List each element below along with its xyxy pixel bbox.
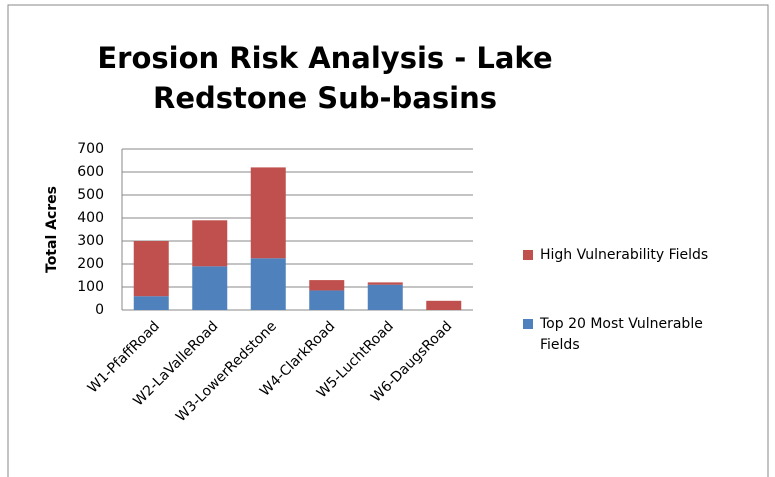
y-tick-label: 300 bbox=[77, 233, 104, 249]
y-axis-label: Total Acres bbox=[44, 186, 60, 273]
y-tick-label: 0 bbox=[95, 302, 104, 318]
y-tick-label: 700 bbox=[77, 141, 104, 157]
bar-segment bbox=[192, 220, 228, 267]
bar-segment bbox=[367, 284, 403, 310]
y-tick-label: 200 bbox=[77, 256, 104, 272]
y-tick-label: 400 bbox=[77, 210, 104, 226]
bar-segment bbox=[309, 290, 345, 310]
legend-swatch bbox=[523, 250, 533, 260]
bar-segment bbox=[250, 167, 286, 259]
bar-segment bbox=[250, 258, 286, 310]
legend-label: Top 20 Most Vulnerable Fields bbox=[540, 316, 703, 353]
y-tick-label: 600 bbox=[77, 164, 104, 180]
legend-label: High Vulnerability Fields bbox=[540, 247, 709, 263]
bar-segment bbox=[426, 300, 462, 310]
bar-segment bbox=[133, 296, 169, 310]
y-tick-label: 100 bbox=[77, 279, 104, 295]
y-tick-label: 500 bbox=[77, 187, 104, 203]
bar-segment bbox=[367, 282, 403, 285]
chart-title: Erosion Risk Analysis - Lake Redstone Su… bbox=[97, 41, 553, 115]
legend-swatch bbox=[523, 319, 533, 329]
bar-segment bbox=[192, 266, 228, 310]
chart-frame bbox=[7, 4, 769, 477]
x-tick-label: W3-LowerRedstone bbox=[173, 318, 280, 425]
bar-segment bbox=[309, 280, 345, 291]
bar-segment bbox=[133, 241, 169, 297]
